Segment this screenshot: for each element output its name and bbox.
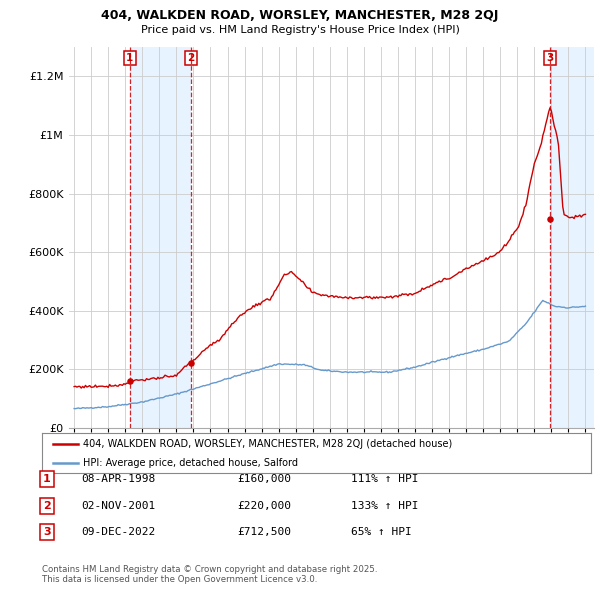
Point [186,359,196,368]
Bar [130,47,191,428]
Text: 1: 1 [43,474,50,484]
Text: 3: 3 [43,527,50,537]
Bar [550,47,594,428]
Text: 08-APR-1998: 08-APR-1998 [81,474,155,484]
Text: 133% ↑ HPI: 133% ↑ HPI [351,501,419,510]
Text: 65% ↑ HPI: 65% ↑ HPI [351,527,412,537]
Text: 404, WALKDEN ROAD, WORSLEY, MANCHESTER, M28 2QJ: 404, WALKDEN ROAD, WORSLEY, MANCHESTER, … [101,9,499,22]
Point [545,214,555,224]
Text: 404, WALKDEN ROAD, WORSLEY, MANCHESTER, M28 2QJ (detached house): 404, WALKDEN ROAD, WORSLEY, MANCHESTER, … [83,439,452,449]
Text: 1: 1 [126,53,133,63]
Text: £160,000: £160,000 [237,474,291,484]
Text: 111% ↑ HPI: 111% ↑ HPI [351,474,419,484]
Text: 2: 2 [43,501,50,510]
Text: 09-DEC-2022: 09-DEC-2022 [81,527,155,537]
Text: 02-NOV-2001: 02-NOV-2001 [81,501,155,510]
Text: £220,000: £220,000 [237,501,291,510]
Point [125,376,134,386]
Text: HPI: Average price, detached house, Salford: HPI: Average price, detached house, Salf… [83,458,298,468]
Text: £712,500: £712,500 [237,527,291,537]
Text: Contains HM Land Registry data © Crown copyright and database right 2025.
This d: Contains HM Land Registry data © Crown c… [42,565,377,584]
Text: 2: 2 [187,53,194,63]
Text: Price paid vs. HM Land Registry's House Price Index (HPI): Price paid vs. HM Land Registry's House … [140,25,460,35]
Text: 3: 3 [547,53,554,63]
